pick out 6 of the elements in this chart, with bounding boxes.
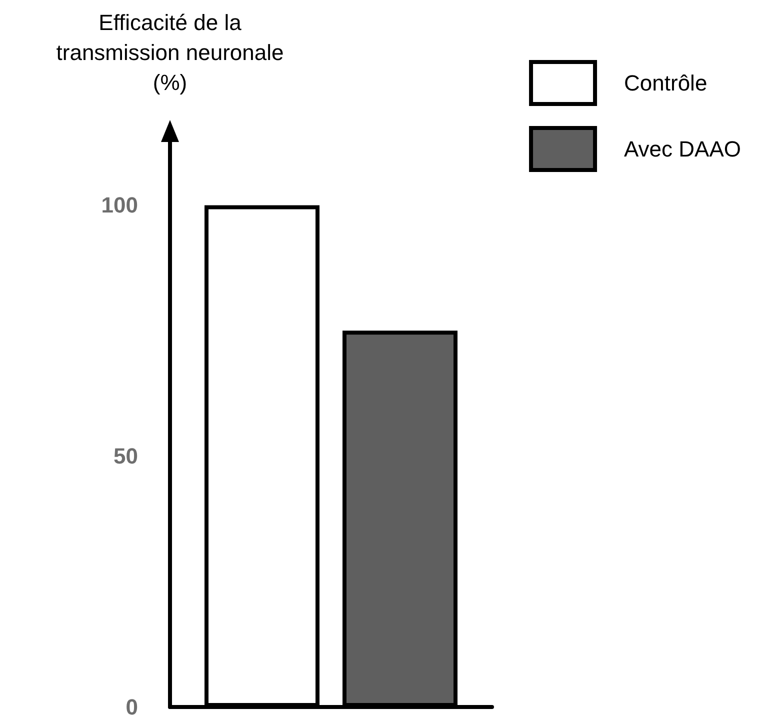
legend-label: Contrôle bbox=[624, 70, 708, 96]
y-tick-label: 0 bbox=[126, 694, 138, 718]
y-tick-label: 50 bbox=[114, 444, 138, 469]
legend-label: Avec DAAO bbox=[624, 136, 742, 162]
y-tick-label: 100 bbox=[101, 192, 138, 218]
y-axis-title: Efficacité de la transmission neuronale (%) bbox=[55, 9, 285, 97]
